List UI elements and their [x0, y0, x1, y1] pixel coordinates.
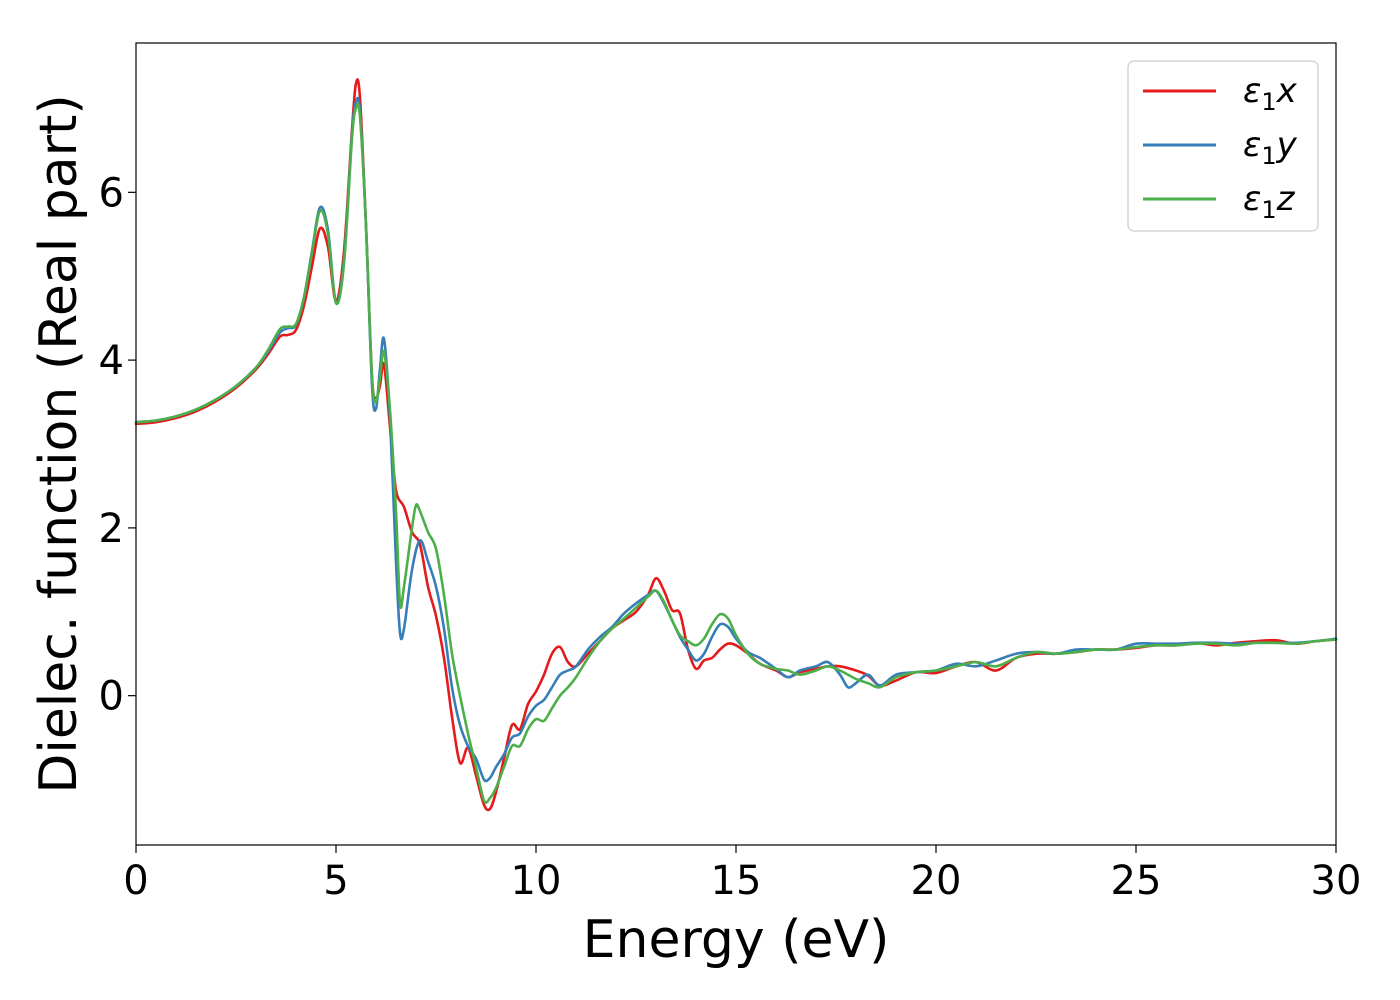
x-axis: 0 5 10 15 20 25 30 — [123, 845, 1361, 904]
legend-label-base: ε — [1243, 179, 1261, 219]
y-tick-label: 6 — [99, 170, 124, 216]
x-tick-label: 0 — [123, 858, 148, 904]
legend-label-suffix: x — [1276, 71, 1298, 111]
series-layer — [134, 78, 1338, 812]
legend-label-y: ε1y — [1243, 125, 1298, 170]
y-tick-label: 2 — [99, 506, 124, 552]
y-tick-label: 0 — [99, 674, 124, 720]
y-tick-label: 4 — [99, 338, 124, 384]
legend-label-base: ε — [1243, 125, 1261, 165]
legend-label-subscript: 1 — [1261, 88, 1276, 116]
x-tick-label: 5 — [323, 858, 348, 904]
x-tick-label: 25 — [1111, 858, 1162, 904]
legend-label-subscript: 1 — [1261, 196, 1276, 224]
legend-label-suffix: z — [1276, 179, 1296, 219]
x-tick-label: 20 — [911, 858, 962, 904]
legend-label-x: ε1x — [1243, 71, 1298, 116]
legend-box — [1127, 60, 1319, 232]
legend-label-subscript: 1 — [1261, 142, 1276, 170]
x-axis-label: Energy (eV) — [583, 910, 890, 970]
y-axis: 0 2 4 6 — [99, 170, 136, 720]
x-tick-label: 10 — [511, 858, 562, 904]
x-tick-label: 15 — [711, 858, 762, 904]
series-line-z — [134, 102, 1338, 804]
y-axis-label: Dielec. function (Real part) — [29, 94, 89, 793]
x-tick-label: 30 — [1311, 858, 1362, 904]
legend-label-base: ε — [1243, 71, 1261, 111]
legend-label-z: ε1z — [1243, 179, 1296, 224]
legend-label-suffix: y — [1276, 125, 1298, 165]
